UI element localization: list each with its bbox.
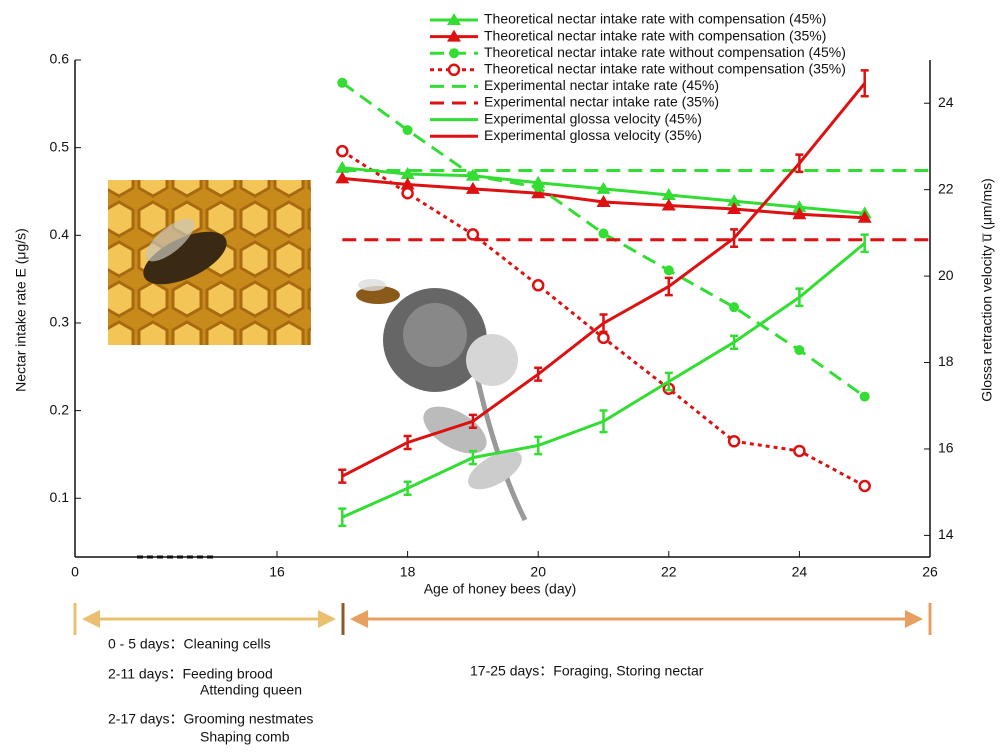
error-bar	[468, 449, 477, 466]
annotation: 2-11 days：Feeding brood	[108, 666, 273, 682]
marker	[400, 177, 415, 190]
marker	[792, 200, 807, 213]
y-tick-label: 0.3	[50, 314, 70, 330]
marker	[467, 170, 478, 181]
marker	[466, 228, 480, 241]
y-axis-label: Nectar intake rate E (μg/s)	[13, 228, 29, 392]
error-bar	[338, 507, 347, 528]
marker	[661, 198, 676, 211]
error-bar	[795, 153, 804, 174]
y2-tick-label: 20	[938, 267, 954, 283]
annotation: 2-17 days：Grooming nestmates	[108, 711, 313, 727]
x-tick-label: 26	[922, 564, 938, 580]
error-bar	[795, 287, 804, 308]
series-line	[341, 81, 866, 398]
marker	[402, 125, 413, 136]
annotation: 0 - 5 days：Cleaning cells	[108, 636, 271, 652]
marker	[792, 207, 807, 220]
legend-label: Theoretical nectar intake rate without c…	[484, 61, 846, 77]
marker	[401, 186, 414, 200]
error-bar	[338, 468, 347, 484]
x-tick-label: 18	[400, 564, 416, 580]
marker	[596, 195, 611, 207]
error-bar	[664, 371, 673, 392]
annotation: Attending queen	[200, 682, 302, 698]
x-tick-label: 16	[269, 564, 285, 580]
marker	[531, 279, 545, 292]
annotation: Shaping comb	[200, 729, 290, 745]
marker	[857, 210, 872, 223]
timeline	[73, 603, 932, 635]
marker	[400, 166, 415, 179]
error-bar	[860, 69, 869, 98]
error-bar	[860, 233, 869, 254]
error-bar	[468, 413, 477, 430]
marker	[729, 302, 740, 313]
marker	[531, 186, 546, 199]
x-tick-label: 24	[792, 564, 808, 580]
y2-tick-label: 18	[938, 353, 954, 369]
legend-label: Experimental glossa velocity (45%)	[484, 110, 702, 126]
x-tick-label: 22	[661, 564, 677, 580]
error-bar	[730, 228, 739, 248]
legend-marker	[447, 63, 461, 77]
y-tick-label: 0.1	[50, 489, 70, 505]
marker	[794, 345, 805, 356]
marker	[336, 144, 349, 158]
y-tick-label: 0.2	[50, 401, 70, 417]
error-bar	[664, 276, 673, 297]
x-tick-label: 20	[530, 564, 546, 580]
marker	[598, 228, 609, 239]
error-bar	[403, 434, 412, 451]
annotation: 17-25 days：Foraging, Storing nectar	[470, 663, 704, 679]
marker	[793, 444, 806, 458]
marker	[337, 77, 348, 88]
y2-tick-label: 22	[938, 180, 954, 196]
marker	[727, 194, 742, 207]
x-tick-label: 0	[71, 564, 79, 580]
y-tick-label: 0.6	[50, 51, 70, 67]
legend-label: Theoretical nectar intake rate with comp…	[484, 11, 826, 27]
marker	[859, 391, 870, 402]
marker	[335, 171, 350, 184]
legend-label: Experimental glossa velocity (35%)	[484, 127, 702, 143]
marker	[858, 479, 871, 493]
y-tick-label: 0.5	[50, 138, 70, 154]
error-bar	[599, 409, 608, 434]
error-bar	[403, 480, 412, 497]
error-bar	[534, 435, 543, 456]
x-axis-label: Age of honey bees (day)	[424, 581, 577, 597]
marker	[465, 181, 480, 194]
error-bar	[730, 334, 739, 350]
marker	[727, 202, 742, 215]
marker	[533, 182, 544, 193]
y-tick-label: 0.4	[50, 226, 70, 242]
legend-label: Experimental nectar intake rate (45%)	[484, 77, 719, 93]
error-bar	[534, 366, 543, 382]
legend-marker	[447, 29, 461, 42]
y2-tick-label: 24	[938, 94, 954, 110]
marker	[727, 435, 741, 448]
y2-axis-label: Glossa retraction velocity u̅ (μm/ms)	[979, 178, 995, 402]
legend-marker	[449, 48, 459, 59]
marker	[663, 265, 674, 276]
error-bar	[599, 313, 608, 334]
legend-marker	[447, 13, 461, 25]
marker	[596, 181, 611, 194]
honeycomb-image	[108, 180, 311, 345]
flower-image	[356, 279, 528, 522]
marker	[661, 187, 676, 200]
legend-label: Theoretical nectar intake rate without c…	[484, 44, 846, 60]
legend-label: Theoretical nectar intake rate with comp…	[484, 27, 826, 43]
y2-tick-label: 16	[938, 440, 954, 456]
y2-tick-label: 14	[938, 526, 954, 542]
marker	[597, 331, 610, 345]
legend-label: Experimental nectar intake rate (35%)	[484, 94, 719, 110]
